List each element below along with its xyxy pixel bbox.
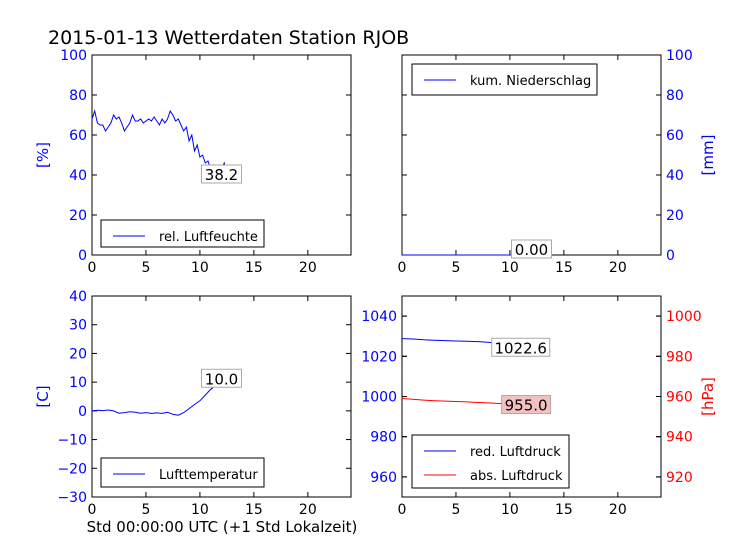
y-tick-label: 960	[370, 470, 397, 486]
y-tick-label: 100	[60, 48, 87, 64]
figure-title: 2015-01-13 Wetterdaten Station RJOB	[48, 27, 409, 49]
legend-box	[411, 434, 570, 489]
x-tick-label: 20	[609, 260, 627, 276]
y-tick-label: 940	[666, 430, 693, 446]
y-tick-label: −20	[57, 461, 87, 477]
value-label: 38.2	[205, 166, 238, 184]
y-tick-label: 10	[69, 375, 87, 391]
legend-entry: abs. Luftdruck	[470, 469, 563, 484]
y-axis-label: [%]	[34, 142, 52, 168]
y-tick-label: 1040	[361, 309, 397, 325]
x-tick-label: 15	[245, 260, 263, 276]
x-tick-label: 10	[501, 502, 519, 518]
legend-entry: Lufttemperatur	[159, 468, 258, 483]
x-tick-label: 20	[609, 502, 627, 518]
panel-precipitation: 0 5 10 15 20 0 20 40 60 80 100 [mm] 0.00 kum. Nieders…	[398, 48, 717, 276]
y-tick-label: 80	[666, 88, 684, 104]
panel-temperature: 0 5 10 15 20 −30 −20 −10 0 10 20 30 40 [C] 10.0 Lufttem…	[34, 289, 352, 518]
value-label: 1022.6	[494, 339, 547, 357]
value-label-box	[201, 368, 242, 388]
y-axis-label: [hPa]	[699, 377, 717, 416]
value-label-box	[491, 337, 551, 357]
value-label-box	[201, 164, 242, 184]
x-tick-label: 0	[88, 502, 97, 518]
y-tick-label: 40	[69, 289, 87, 305]
y-tick-label: 1020	[361, 349, 397, 365]
value-label: 0.00	[515, 241, 548, 259]
y-tick-label: 100	[666, 48, 693, 64]
legend: kum. Niederschlag	[411, 63, 598, 96]
x-tick-label: 20	[299, 502, 317, 518]
legend: rel. Luftfeuchte	[100, 219, 265, 248]
legend: Lufttemperatur	[100, 457, 265, 488]
y-tick-label: 20	[69, 346, 87, 362]
y-tick-label: 40	[666, 168, 684, 184]
legend-entry: red. Luftdruck	[470, 445, 561, 460]
x-tick-label: 0	[88, 260, 97, 276]
x-tick-label: 15	[555, 260, 573, 276]
y-tick-label: 60	[666, 128, 684, 144]
y-tick-label: −10	[57, 433, 87, 449]
x-tick-label: 15	[245, 502, 263, 518]
y-tick-label: 40	[69, 168, 87, 184]
legend-entry: rel. Luftfeuchte	[159, 230, 258, 245]
legend-box	[100, 457, 265, 488]
x-tick-label: 0	[398, 260, 407, 276]
axes-frame	[91, 295, 352, 498]
y-tick-label: 0	[78, 248, 87, 264]
y-axis-label: [mm]	[699, 135, 717, 176]
y-tick-label: 960	[666, 390, 693, 406]
value-label: 955.0	[505, 397, 548, 415]
panel-humidity: 0 5 10 15 20 0 20 40 60 80 100 [%] 38.2 rel. Luftfeuc…	[34, 48, 352, 276]
y-tick-label: −30	[57, 490, 87, 506]
y-tick-label: 980	[370, 430, 397, 446]
y-tick-label: 0	[666, 248, 675, 264]
x-tick-label: 5	[141, 502, 150, 518]
legend: red. Luftdruck abs. Luftdruck	[411, 434, 570, 489]
y-axis-label: [C]	[34, 385, 52, 407]
y-tick-label: 20	[666, 208, 684, 224]
y-tick-label: 980	[666, 349, 693, 365]
value-label-box	[511, 239, 552, 259]
legend-box	[100, 219, 265, 248]
y-tick-label: 60	[69, 128, 87, 144]
x-tick-label: 10	[191, 502, 209, 518]
x-tick-label: 5	[141, 260, 150, 276]
x-tick-label: 5	[451, 260, 460, 276]
y-tick-label: 0	[78, 404, 87, 420]
legend-entry: kum. Niederschlag	[470, 74, 591, 89]
panel-pressure: 0 5 10 15 20 960 980 1000 1020 1040 920 940 960 980 10…	[361, 295, 717, 518]
y-tick-label: 30	[69, 318, 87, 334]
value-label: 10.0	[205, 370, 238, 388]
y-tick-label: 20	[69, 208, 87, 224]
y-tick-label: 1000	[361, 390, 397, 406]
x-tick-label: 5	[451, 502, 460, 518]
value-label-box	[501, 395, 552, 415]
x-tick-label: 10	[191, 260, 209, 276]
axes-frame	[91, 54, 352, 256]
x-tick-label: 15	[555, 502, 573, 518]
y-tick-label: 1000	[666, 309, 702, 325]
x-tick-label: 10	[501, 260, 519, 276]
y-tick-label: 920	[666, 470, 693, 486]
x-tick-label: 20	[299, 260, 317, 276]
y-tick-label: 80	[69, 88, 87, 104]
x-axis-label: Std 00:00:00 UTC (+1 Std Lokalzeit)	[87, 518, 358, 536]
x-tick-label: 0	[398, 502, 407, 518]
